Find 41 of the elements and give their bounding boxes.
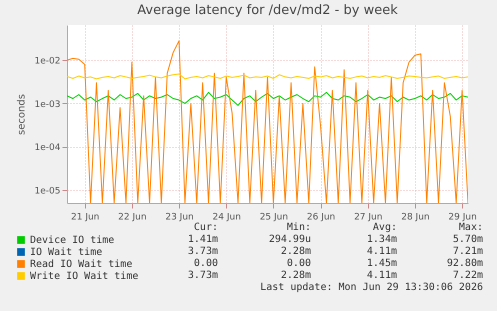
text: Avg: (372, 222, 397, 233)
legend-label: Read IO Wait time (30, 259, 132, 270)
text: 0.00 (286, 258, 311, 269)
y-tick-label: 1e-03 (34, 100, 60, 110)
text: 3.73m (188, 270, 218, 281)
x-tick-label: 22 Jun (118, 212, 147, 222)
text: 1.41m (188, 234, 218, 245)
chart-title: Average latency for /dev/md2 - by week (137, 3, 398, 18)
y-tick-label: 1e-04 (34, 143, 61, 154)
text: 0.00 (194, 258, 218, 269)
legend-label: IO Wait time (30, 247, 102, 258)
legend-label: Write IO Wait time (30, 271, 138, 282)
text: 7.21m (452, 246, 483, 257)
text: 2.28m (280, 270, 311, 281)
legend-label: Device IO time (30, 235, 114, 246)
text: 4.11m (366, 246, 397, 257)
text: Min: (286, 222, 311, 233)
y-tick-label: 1e-05 (34, 186, 60, 196)
x-tick-label: 25 Jun (260, 212, 288, 222)
x-tick-label: 23 Jun (165, 212, 194, 222)
text: Last update: Mon Jun 29 13:30:06 2026 (260, 282, 483, 293)
text: Cur: (194, 222, 218, 233)
text: 5.70m (452, 234, 483, 245)
text: 1.45m (366, 258, 397, 269)
line-series (67, 92, 468, 106)
x-tick-label: 29 Jun (448, 212, 477, 222)
text: Max: (458, 222, 483, 233)
x-tick-label: 26 Jun (306, 212, 336, 222)
text: 7.22m (452, 270, 483, 281)
y-tick-label: 1e-02 (34, 56, 60, 67)
y-axis-title: seconds (16, 94, 28, 135)
text: 294.99u (268, 234, 311, 245)
x-tick-label: 28 Jun (401, 212, 430, 222)
text: 1.34m (366, 234, 397, 245)
x-tick-label: 27 Jun (354, 212, 382, 222)
text: 92.80m (446, 258, 483, 269)
text: 2.28m (280, 246, 311, 257)
x-tick-label: 24 Jun (212, 212, 241, 222)
text: 3.73m (188, 246, 218, 257)
text: 4.11m (366, 270, 397, 281)
x-tick-label: 21 Jun (70, 212, 100, 222)
